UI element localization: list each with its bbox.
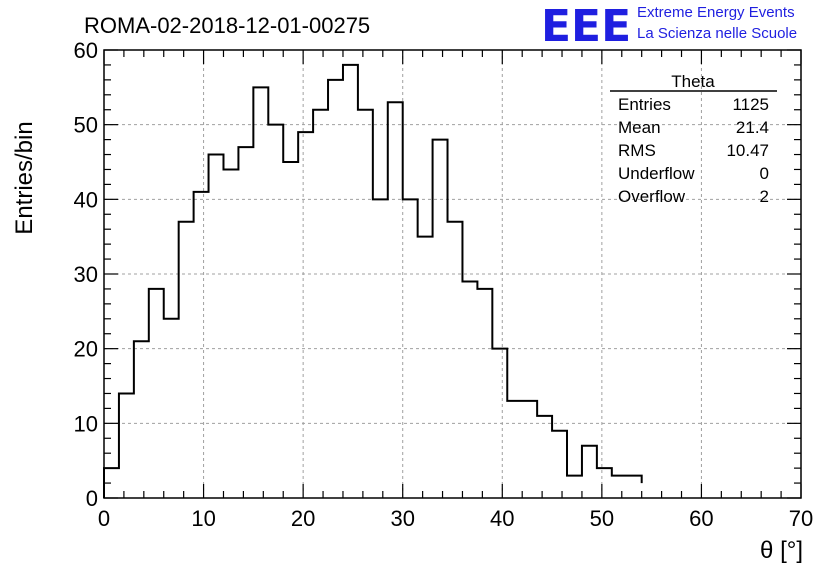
logo-line-1: Extreme Energy Events	[637, 4, 795, 21]
stats-value: 10.47	[726, 141, 769, 160]
y-tick-label: 50	[74, 113, 98, 138]
histogram-bin	[164, 319, 179, 498]
histogram-bin	[119, 393, 134, 498]
histogram-bin	[582, 446, 597, 498]
histogram-bin	[537, 416, 552, 498]
y-tick-label: 0	[86, 486, 98, 511]
stats-title: Theta	[671, 72, 715, 91]
histogram-bin	[238, 147, 253, 498]
histogram-bin	[477, 289, 492, 498]
histogram-outline	[103, 63, 643, 498]
histogram-bin	[313, 110, 328, 498]
y-tick-label: 20	[74, 337, 98, 362]
x-tick-label: 30	[390, 506, 414, 531]
histogram-bin	[223, 169, 238, 498]
stats-label: Overflow	[618, 187, 686, 206]
histogram-bin	[462, 281, 477, 498]
stats-label: Underflow	[618, 164, 695, 183]
y-tick-label: 40	[74, 187, 98, 212]
y-tick-label: 30	[74, 262, 98, 287]
stats-value: 1125	[732, 95, 769, 114]
histogram-bin	[268, 125, 283, 498]
histogram-bin	[418, 237, 433, 498]
logo-line-2: La Scienza nelle Scuole	[637, 25, 797, 42]
histogram-bin	[328, 80, 343, 498]
logo-mark: EEE	[541, 1, 631, 52]
stats-value: 0	[760, 164, 769, 183]
x-tick-label: 20	[291, 506, 315, 531]
stats-value: 2	[760, 187, 769, 206]
stats-rows: Entries 1125 Mean 21.4 RMS 10.47 Underflow 0 Ove…	[618, 95, 769, 206]
histogram-bin	[194, 192, 209, 498]
histogram-bin	[209, 155, 224, 498]
chart-title: ROMA-02-2018-12-01-00275	[84, 13, 370, 38]
histogram-bin	[552, 431, 567, 498]
histogram-bin	[448, 222, 463, 498]
y-axis-label: Entries/bin	[11, 121, 38, 234]
histogram-bin	[612, 476, 627, 498]
histogram-bin	[358, 110, 373, 498]
histogram-bin	[134, 341, 149, 498]
eee-logo: EEE Extreme Energy Events La Scienza nel…	[541, 1, 797, 52]
stats-label: Entries	[618, 95, 671, 114]
histogram-bin	[597, 468, 612, 498]
histogram-bin	[433, 140, 448, 498]
stats-box: Theta Entries 1125 Mean 21.4 RMS 10.47 Underfl…	[610, 72, 777, 206]
stats-label: RMS	[618, 141, 656, 160]
x-tick-label: 60	[689, 506, 713, 531]
grid	[104, 50, 801, 498]
x-tick-label: 40	[490, 506, 514, 531]
histogram-bin	[179, 222, 194, 498]
x-tick-labels: 0 10 20 30 40 50 60 70	[98, 506, 813, 531]
histogram-bin	[283, 162, 298, 498]
stats-label: Mean	[618, 118, 661, 137]
histogram-bin	[567, 476, 582, 498]
histogram-bin	[343, 65, 358, 498]
histogram-bin	[149, 289, 164, 498]
x-tick-label: 10	[191, 506, 215, 531]
histogram-bin	[507, 401, 522, 498]
stats-value: 21.4	[736, 118, 769, 137]
x-tick-label: 50	[590, 506, 614, 531]
x-tick-label: 70	[789, 506, 813, 531]
x-axis-label: θ [°]	[760, 537, 803, 564]
axis-ticks	[103, 49, 802, 499]
y-tick-label: 60	[74, 38, 98, 63]
histogram-bin	[253, 87, 268, 498]
x-tick-label: 0	[98, 506, 110, 531]
y-tick-labels: 0 10 20 30 40 50 60	[74, 38, 98, 511]
histogram-bin	[627, 476, 642, 498]
histogram-bin	[522, 401, 537, 498]
histogram-bin	[298, 132, 313, 498]
y-tick-label: 10	[74, 411, 98, 436]
histogram-bin	[388, 102, 403, 498]
